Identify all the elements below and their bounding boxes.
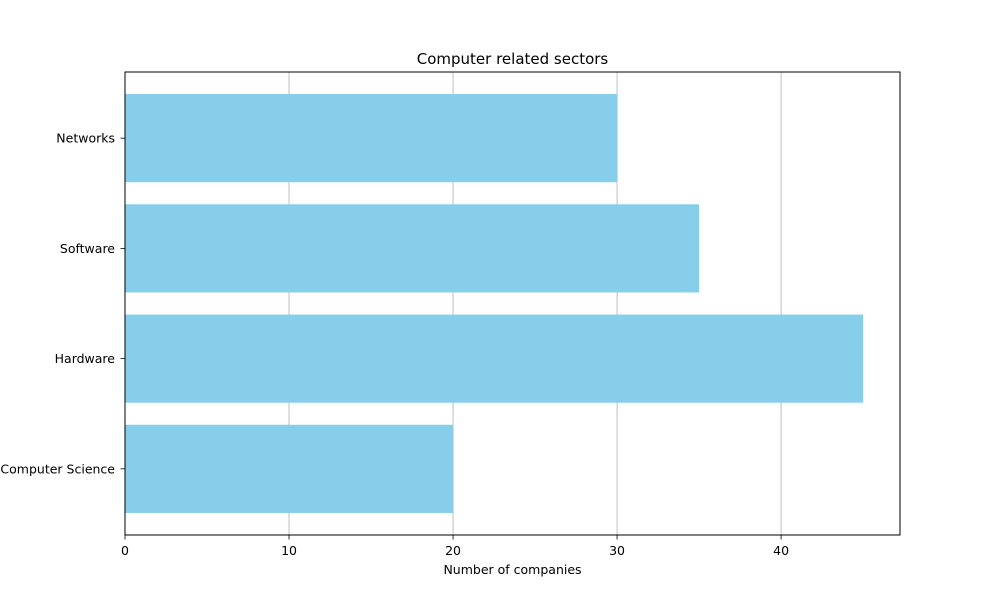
x-tick-label: 30: [609, 543, 625, 558]
x-tick-label: 20: [445, 543, 461, 558]
x-axis-label: Number of companies: [443, 562, 581, 577]
x-tick-label: 10: [281, 543, 297, 558]
y-tick-label: Hardware: [55, 351, 116, 366]
bar: [125, 204, 700, 293]
y-tick-label: Software: [60, 241, 115, 256]
x-tick-label: 40: [773, 543, 789, 558]
y-tick-label: Computer Science: [0, 461, 115, 476]
bars: [125, 94, 864, 513]
bar: [125, 424, 454, 513]
y-tick-label: Networks: [56, 131, 115, 146]
chart-title: Computer related sectors: [417, 50, 609, 68]
bar: [125, 314, 864, 403]
x-tick-label: 0: [121, 543, 129, 558]
bar: [125, 94, 618, 183]
plot-frame: [124, 71, 901, 536]
x-axis-ticks: 0 10 20 30 40: [121, 535, 789, 558]
y-axis-ticks: Computer Science Hardware Software Networks: [0, 131, 125, 476]
